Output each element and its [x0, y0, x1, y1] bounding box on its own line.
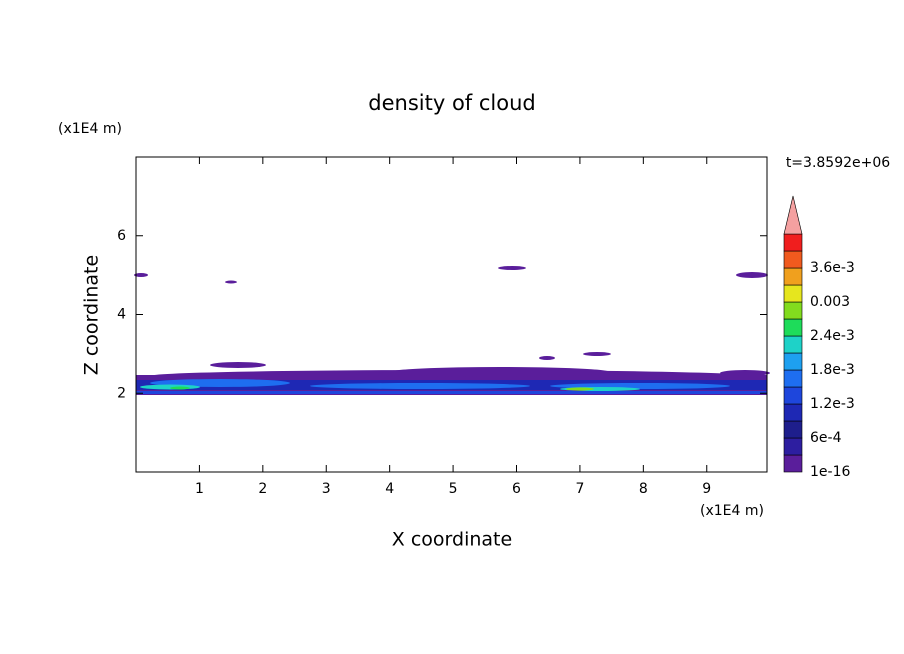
colorbar-label: 2.4e-3: [810, 328, 855, 344]
contour-region: [310, 383, 530, 389]
x-tick-label: 1: [195, 481, 204, 497]
colorbar-label: 0.003: [810, 294, 850, 310]
y-axis-label: Z coordinate: [81, 255, 103, 375]
x-tick-label: 2: [258, 481, 267, 497]
contour-region: [736, 272, 768, 278]
colorbar-box: [783, 369, 803, 388]
colorbar-box: [783, 233, 803, 252]
contour-region: [170, 386, 190, 390]
contour-region: [390, 367, 610, 377]
colorbar-box: [783, 420, 803, 439]
x-unit: (x1E4 m): [700, 503, 764, 519]
colorbar-box: [783, 301, 803, 320]
colorbar-box: [783, 284, 803, 303]
colorbar-box: [783, 267, 803, 286]
contour-region: [583, 352, 611, 356]
contour-region: [566, 387, 594, 391]
y-tick-label: 4: [117, 307, 126, 323]
colorbar-box: [783, 352, 803, 371]
colorbar-box: [783, 437, 803, 456]
colorbar-box: [783, 403, 803, 422]
colorbar-label: 3.6e-3: [810, 260, 855, 276]
plot-frame: [135, 156, 768, 473]
contour-region: [225, 280, 237, 284]
colorbar-label: 1.2e-3: [810, 396, 855, 412]
contour-region: [539, 356, 555, 360]
contour-region: [140, 384, 200, 390]
colorbar-box: [783, 318, 803, 337]
colorbar-label: 1e-16: [810, 464, 850, 480]
colorbar-label: 6e-4: [810, 430, 842, 446]
contour-region: [210, 362, 266, 368]
chart-title: density of cloud: [368, 91, 535, 115]
x-tick-label: 8: [639, 481, 648, 497]
contour-region: [720, 370, 770, 376]
y-tick-label: 6: [117, 228, 126, 244]
contour-region: [498, 266, 526, 270]
x-tick-label: 6: [512, 481, 521, 497]
colorbar-box: [783, 335, 803, 354]
x-tick-label: 9: [702, 481, 711, 497]
colorbar-over: [783, 195, 803, 235]
x-tick-label: 4: [385, 481, 394, 497]
x-tick-label: 5: [449, 481, 458, 497]
x-tick-label: 7: [575, 481, 584, 497]
x-axis-label: X coordinate: [392, 529, 512, 551]
y-unit: (x1E4 m): [58, 121, 122, 137]
contour-region: [134, 273, 148, 277]
x-tick-label: 3: [322, 481, 331, 497]
contour-region: [136, 391, 767, 394]
colorbar-box: [783, 386, 803, 405]
time-label: t=3.8592e+06: [786, 155, 890, 171]
contour-field: [134, 266, 770, 395]
colorbar-box: [783, 250, 803, 269]
colorbar-label: 1.8e-3: [810, 362, 855, 378]
colorbar-box: [783, 454, 803, 473]
y-tick-label: 2: [117, 385, 126, 401]
